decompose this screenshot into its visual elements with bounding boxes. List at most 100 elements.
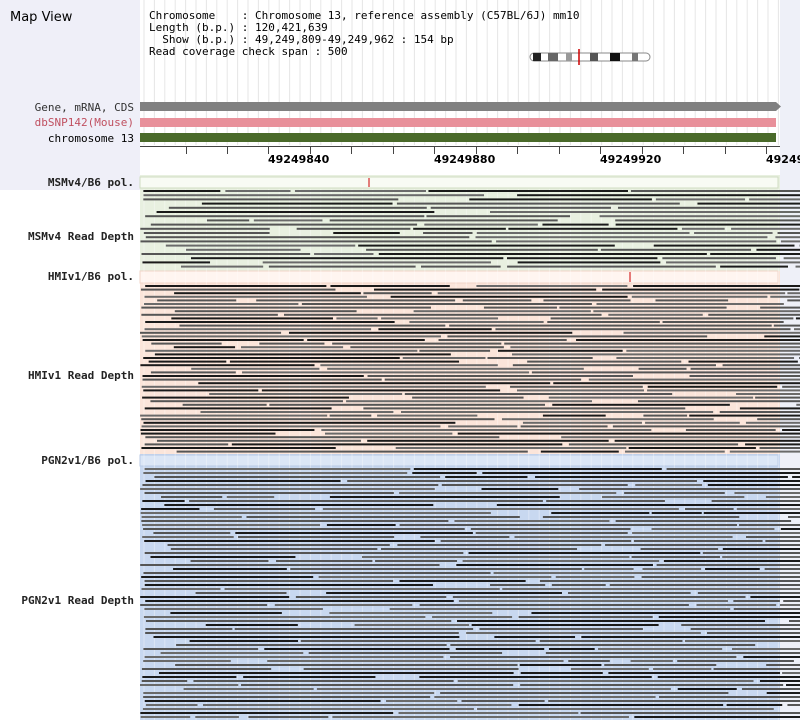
read-bar xyxy=(140,414,328,417)
read-bar xyxy=(642,568,702,570)
read-bar xyxy=(600,248,752,251)
read-bar xyxy=(777,232,800,234)
info-show-range: Show (b.p.) : 49,249,809-49,249,962 : 15… xyxy=(149,33,454,46)
read-bar xyxy=(158,672,514,674)
read-bar xyxy=(224,588,500,590)
msm-pol-bar[interactable] xyxy=(139,176,779,189)
read-bar xyxy=(450,644,756,646)
read-bar xyxy=(268,265,416,268)
read-bar xyxy=(402,357,486,359)
read-bar xyxy=(623,331,800,334)
read-bar xyxy=(143,232,270,234)
read-bar xyxy=(213,508,316,510)
read-bar xyxy=(430,206,611,209)
read-alignments[interactable] xyxy=(140,190,800,718)
read-bar xyxy=(329,219,558,222)
read-bar xyxy=(143,194,485,197)
read-bar xyxy=(307,339,425,341)
read-bar xyxy=(378,253,707,255)
read-bar xyxy=(145,620,452,622)
read-bar xyxy=(173,346,236,349)
track-label-snp: dbSNP142(Mouse) xyxy=(34,116,134,129)
read-bar xyxy=(261,389,501,392)
read-bar xyxy=(539,580,800,582)
read-bar xyxy=(688,360,798,363)
read-bar xyxy=(612,425,800,428)
read-bar xyxy=(543,299,631,302)
read-bar xyxy=(395,447,627,449)
read-bar xyxy=(145,704,198,706)
read-bar xyxy=(782,385,800,388)
read-bar xyxy=(413,227,506,230)
read-bar xyxy=(633,540,763,542)
read-bar xyxy=(329,496,560,498)
hmi-pol-bar[interactable] xyxy=(139,270,779,284)
read-bar xyxy=(462,560,660,562)
map-view-title: Map View xyxy=(10,10,73,25)
read-bar xyxy=(426,215,571,218)
read-bar xyxy=(520,425,608,428)
read-bar xyxy=(759,680,800,682)
read-bar xyxy=(180,265,264,268)
read-bar xyxy=(165,244,356,247)
read-bar xyxy=(494,636,576,638)
read-bar xyxy=(350,346,504,349)
read-bar xyxy=(539,640,683,642)
read-bar xyxy=(542,516,740,518)
read-bar xyxy=(662,321,784,323)
read-bar xyxy=(736,508,800,510)
read-bar xyxy=(154,476,441,478)
read-bar xyxy=(248,716,329,718)
read-bar xyxy=(470,528,631,530)
read-bar xyxy=(651,512,702,514)
read-bar xyxy=(141,385,486,388)
read-bar xyxy=(160,652,304,654)
read-bar xyxy=(786,684,800,686)
read-bar xyxy=(209,393,403,395)
read-bar xyxy=(551,584,606,586)
ruler-minor-tick xyxy=(725,146,726,154)
read-bar xyxy=(540,450,619,453)
read-bar xyxy=(381,317,499,320)
read-bar xyxy=(140,712,394,714)
read-bar xyxy=(200,411,394,413)
read-bar xyxy=(144,608,323,610)
read-bar xyxy=(274,604,413,606)
read-bar xyxy=(156,211,435,213)
read-bar xyxy=(643,414,688,417)
read-bar xyxy=(722,556,800,558)
read-bar xyxy=(143,389,259,392)
read-bar xyxy=(517,261,661,264)
pgn-pol-bar[interactable] xyxy=(139,454,779,467)
read-bar xyxy=(143,616,426,618)
read-bar xyxy=(190,560,269,562)
read-bar xyxy=(144,580,394,582)
read-bar xyxy=(242,371,530,374)
read-bar xyxy=(609,584,800,586)
gene-track-bar[interactable] xyxy=(140,102,776,111)
read-bar xyxy=(320,364,498,367)
read-bar xyxy=(596,303,784,305)
ruler-minor-tick xyxy=(310,146,311,154)
read-bar xyxy=(655,299,729,302)
ruler-minor-tick xyxy=(351,146,352,154)
read-bar xyxy=(428,190,628,192)
snp-track-bar[interactable] xyxy=(140,118,776,127)
read-bar xyxy=(697,202,800,205)
read-bar xyxy=(143,190,221,192)
read-bar xyxy=(141,447,336,449)
read-bar xyxy=(143,572,491,574)
chromosome-ideogram[interactable] xyxy=(529,49,651,65)
chromosome-track-bar[interactable] xyxy=(140,133,776,142)
read-bar xyxy=(150,556,296,558)
read-bar xyxy=(333,232,400,234)
read-bar xyxy=(696,604,777,606)
read-bar xyxy=(143,357,400,359)
read-bar xyxy=(329,612,493,614)
read-bar xyxy=(140,364,315,367)
read-bar xyxy=(641,576,800,578)
read-bar xyxy=(176,450,528,453)
read-bar xyxy=(514,536,733,538)
read-bar xyxy=(401,411,714,413)
